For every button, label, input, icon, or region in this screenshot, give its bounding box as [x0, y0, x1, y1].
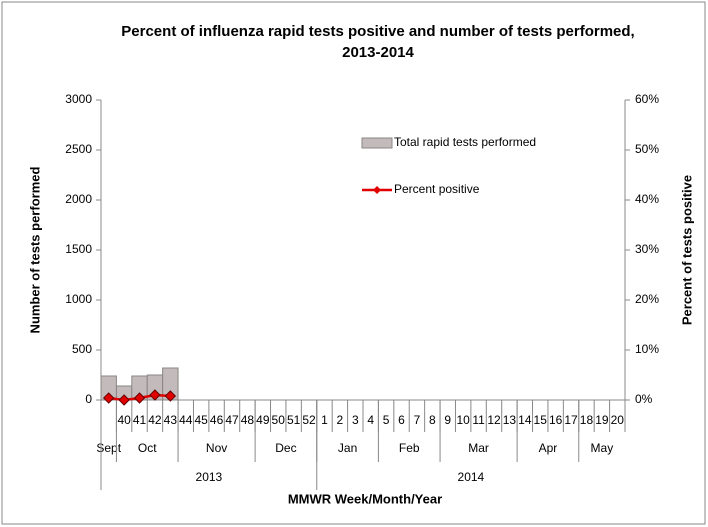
x-tick-label: 18 [580, 413, 594, 427]
x-tick-label: 15 [534, 413, 548, 427]
y-tick-label: 500 [72, 342, 92, 356]
x-tick-label: 45 [194, 413, 208, 427]
x-tick-label: 51 [287, 413, 301, 427]
x-tick-label: 12 [487, 413, 501, 427]
x-tick-label: 7 [414, 413, 421, 427]
y-axis-title: Number of tests performed [27, 167, 42, 334]
y2-tick-label: 20% [635, 292, 659, 306]
x-tick-label: 5 [383, 413, 390, 427]
month-label: Sept [96, 441, 121, 455]
x-tick-label: 8 [429, 413, 436, 427]
x-tick-label: 47 [225, 413, 239, 427]
legend-label: Percent positive [394, 182, 480, 196]
y2-axis-title: Percent of tests positive [679, 175, 694, 325]
y-tick-label: 3000 [65, 92, 92, 106]
x-tick-label: 10 [456, 413, 470, 427]
y2-tick-label: 10% [635, 342, 659, 356]
x-tick-label: 50 [272, 413, 286, 427]
point [102, 392, 115, 404]
x-tick-label: 17 [564, 413, 578, 427]
x-axis-title: MMWR Week/Month/Year [288, 491, 442, 506]
x-tick-label: 11 [472, 413, 485, 427]
y2-tick-label: 40% [635, 192, 659, 206]
y2-tick-label: 60% [635, 92, 659, 106]
month-label: Oct [138, 441, 157, 455]
month-label: May [591, 441, 614, 455]
x-tick-label: 48 [241, 413, 255, 427]
x-tick-label: 4 [367, 413, 374, 427]
point [133, 392, 146, 404]
x-tick-label: 46 [210, 413, 224, 427]
month-label: Feb [399, 441, 420, 455]
x-tick-label: 20 [611, 413, 625, 427]
legend-label: Total rapid tests performed [394, 135, 536, 149]
month-label: Jan [338, 441, 357, 455]
x-tick-label: 52 [302, 413, 316, 427]
x-tick-label: 2 [337, 413, 344, 427]
chart-title: 2013-2014 [342, 44, 414, 61]
y-tick-label: 2000 [65, 192, 92, 206]
point [164, 390, 177, 402]
x-tick-label: 19 [595, 413, 609, 427]
x-tick-label: 40 [117, 413, 131, 427]
x-tick-label: 42 [148, 413, 162, 427]
y-tick-label: 1500 [65, 242, 92, 256]
x-tick-label: 41 [133, 413, 147, 427]
x-tick-label: 3 [352, 413, 359, 427]
x-tick-label: 49 [256, 413, 270, 427]
x-tick-label: 16 [549, 413, 563, 427]
month-label: Nov [206, 441, 227, 455]
legend-swatch [373, 186, 381, 194]
year-label: 2014 [458, 470, 485, 484]
month-label: Dec [275, 441, 296, 455]
y2-tick-label: 50% [635, 142, 659, 156]
y2-tick-label: 0% [635, 392, 653, 406]
point [118, 394, 130, 406]
legend-swatch [361, 137, 393, 149]
year-label: 2013 [196, 470, 223, 484]
chart-title: Percent of influenza rapid tests positiv… [121, 23, 634, 40]
x-tick-label: 43 [164, 413, 178, 427]
y-tick-label: 2500 [65, 142, 92, 156]
y-tick-label: 0 [85, 392, 92, 406]
x-tick-label: 14 [518, 413, 532, 427]
y-tick-label: 1000 [65, 292, 92, 306]
x-tick-label: 44 [179, 413, 193, 427]
month-label: Apr [539, 441, 558, 455]
month-label: Mar [468, 441, 489, 455]
x-tick-label: 13 [503, 413, 517, 427]
x-tick-label: 9 [444, 413, 451, 427]
y2-tick-label: 30% [635, 242, 659, 256]
x-tick-label: 1 [321, 413, 328, 427]
point [149, 389, 161, 401]
x-tick-label: 6 [398, 413, 405, 427]
